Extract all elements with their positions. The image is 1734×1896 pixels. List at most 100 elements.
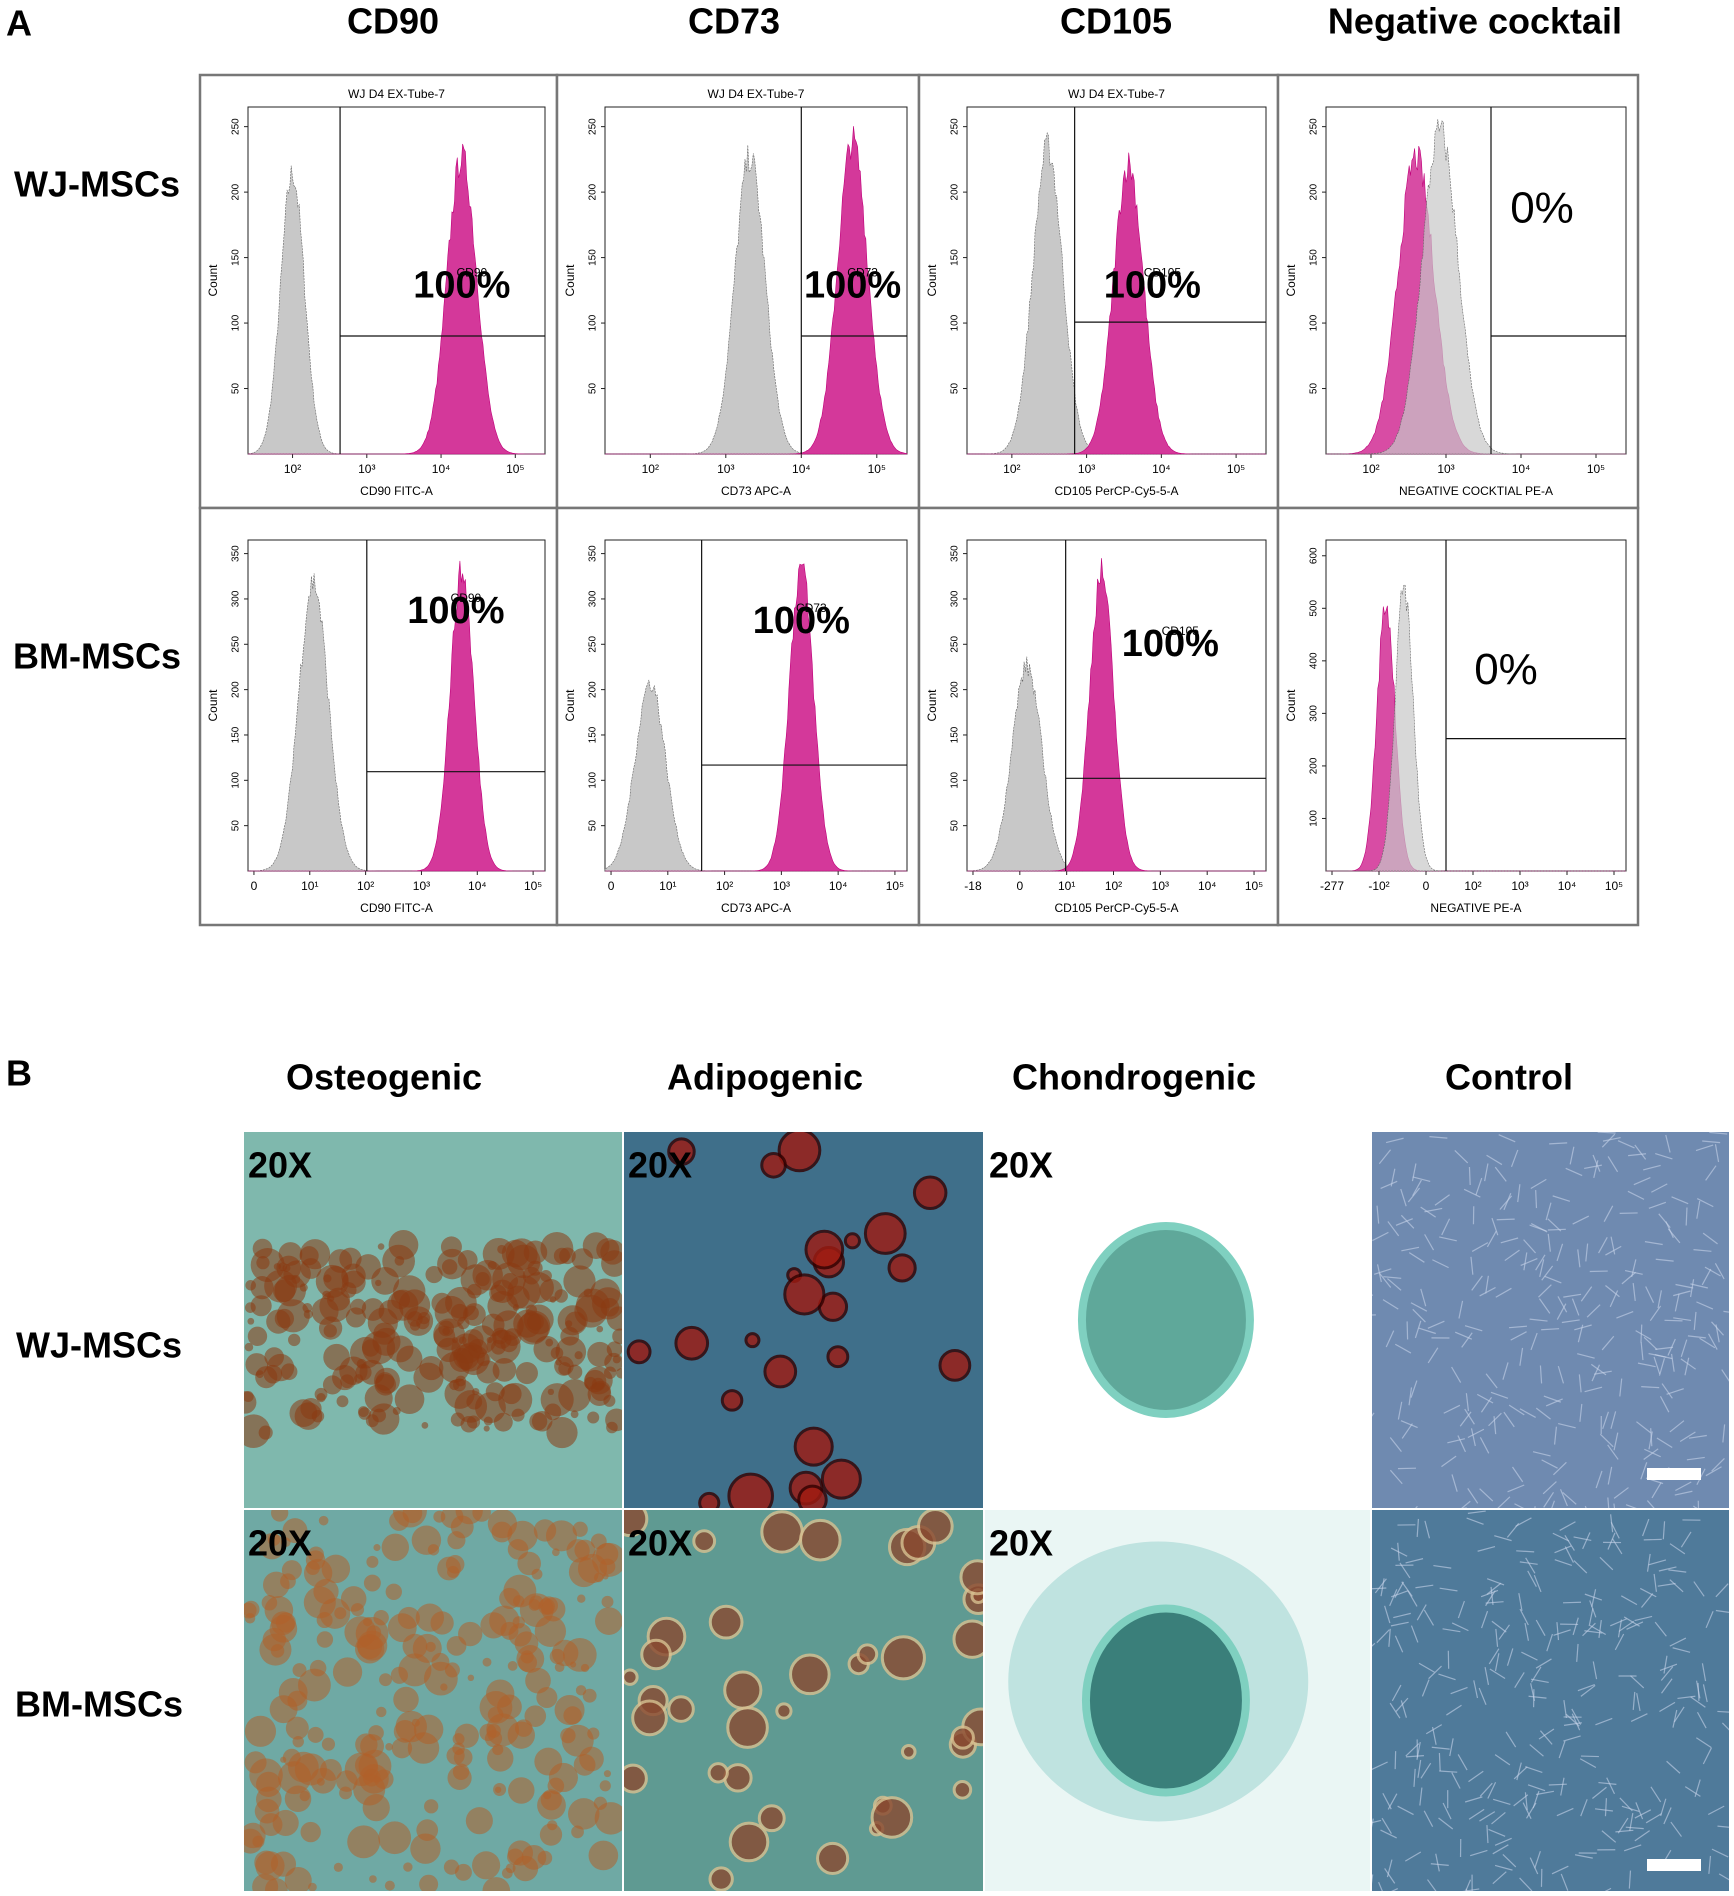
y-tick-label: 250 <box>1309 118 1320 135</box>
mineral-deposit <box>582 1232 610 1259</box>
mineral-deposit <box>612 1328 622 1345</box>
cell <box>1721 1722 1729 1731</box>
cell <box>1556 1807 1574 1817</box>
cell <box>1495 1628 1499 1647</box>
cell <box>1641 1593 1654 1608</box>
cell <box>1577 1353 1595 1359</box>
y-tick-label: 200 <box>588 681 599 698</box>
cell <box>1694 1779 1701 1798</box>
mineral-deposit <box>567 1798 600 1830</box>
cell <box>1663 1655 1668 1674</box>
cell <box>1610 1522 1620 1539</box>
x-tick-label: 10² <box>1464 879 1481 893</box>
cell <box>1579 1403 1583 1422</box>
cell <box>1628 1153 1647 1157</box>
cell <box>1616 1310 1634 1319</box>
cell <box>1529 1318 1548 1322</box>
cell <box>1573 1560 1588 1574</box>
cell <box>1441 1218 1451 1236</box>
mineral-deposit <box>507 1848 524 1866</box>
mineral-deposit <box>494 1786 502 1793</box>
cell <box>1380 1578 1385 1597</box>
lipid-droplet <box>723 1670 763 1710</box>
x-tick-label: 10⁴ <box>1558 879 1577 893</box>
cell <box>1655 1153 1673 1160</box>
cell <box>1688 1434 1707 1439</box>
cell <box>1655 1346 1674 1351</box>
cell <box>1532 1451 1551 1457</box>
mineral-deposit <box>505 1863 516 1874</box>
cell <box>1454 1150 1469 1164</box>
lipid-droplet <box>816 1841 850 1875</box>
cell <box>1506 1523 1520 1538</box>
cell <box>1484 1163 1489 1182</box>
cell <box>1693 1505 1697 1508</box>
cell <box>1605 1245 1622 1256</box>
x-tick-label: 10² <box>1105 879 1122 893</box>
column-header: Chondrogenic <box>1012 1057 1256 1098</box>
cell <box>1393 1612 1411 1619</box>
lipid-droplet <box>789 1653 831 1696</box>
cell <box>1591 1364 1601 1382</box>
y-tick-label: 150 <box>231 249 242 266</box>
y-tick-label: 600 <box>1309 547 1320 564</box>
cell <box>1397 1401 1403 1420</box>
mineral-deposit <box>573 1753 596 1776</box>
cell <box>1420 1288 1427 1307</box>
cell <box>1548 1783 1567 1786</box>
histogram-stained <box>967 152 1266 455</box>
cell <box>1491 1620 1507 1633</box>
x-tick-label: 10⁴ <box>829 879 848 893</box>
cell <box>1651 1482 1662 1499</box>
mineral-deposit <box>384 1880 395 1891</box>
cell <box>1657 1290 1662 1309</box>
cell <box>1558 1422 1576 1429</box>
cell <box>1515 1517 1532 1527</box>
mineral-deposit <box>465 1807 493 1835</box>
cell <box>1395 1218 1413 1226</box>
cell <box>1586 1304 1601 1318</box>
cell <box>1632 1691 1636 1710</box>
lipid-droplet <box>624 1510 649 1538</box>
x-tick-label: 10³ <box>1152 879 1169 893</box>
cell <box>1675 1283 1694 1289</box>
y-axis-label: Count <box>563 689 577 722</box>
cell <box>1380 1829 1397 1839</box>
mineral-deposit <box>557 1305 588 1336</box>
cell <box>1372 1412 1375 1417</box>
mineral-deposit <box>413 1362 444 1393</box>
cell <box>1704 1266 1721 1277</box>
y-tick-label: 100 <box>231 314 242 331</box>
micrograph-background <box>1372 1132 1729 1508</box>
mineral-deposit <box>554 1694 585 1725</box>
cell <box>1675 1481 1692 1492</box>
gate-label: CD105 <box>1144 266 1182 280</box>
pellet <box>1077 1222 1254 1418</box>
cell <box>1569 1146 1575 1165</box>
mineral-deposit <box>323 1343 350 1371</box>
y-tick-label: 200 <box>950 681 961 698</box>
cell <box>1494 1535 1512 1542</box>
mineral-deposit <box>425 1265 443 1284</box>
mineral-deposit <box>519 1593 554 1628</box>
mineral-deposit <box>244 1414 271 1448</box>
cell <box>1552 1195 1571 1202</box>
cell <box>1493 1416 1497 1435</box>
mineral-deposit <box>244 1302 256 1313</box>
mineral-deposit <box>546 1416 578 1449</box>
y-tick-label: 50 <box>1309 383 1320 395</box>
cell <box>1514 1503 1525 1508</box>
column-header: CD90 <box>347 1 439 42</box>
lipid-droplet <box>631 1699 668 1737</box>
lipid-droplet <box>863 1212 907 1255</box>
y-tick-label: 50 <box>950 383 961 395</box>
y-tick-label: 150 <box>231 726 242 743</box>
cell <box>1530 1666 1542 1683</box>
y-tick-label: 300 <box>950 590 961 607</box>
mineral-deposit <box>436 1337 461 1363</box>
cell <box>1546 1633 1554 1652</box>
cell <box>1394 1343 1412 1354</box>
cell <box>1693 1311 1697 1330</box>
cell <box>1520 1257 1538 1267</box>
